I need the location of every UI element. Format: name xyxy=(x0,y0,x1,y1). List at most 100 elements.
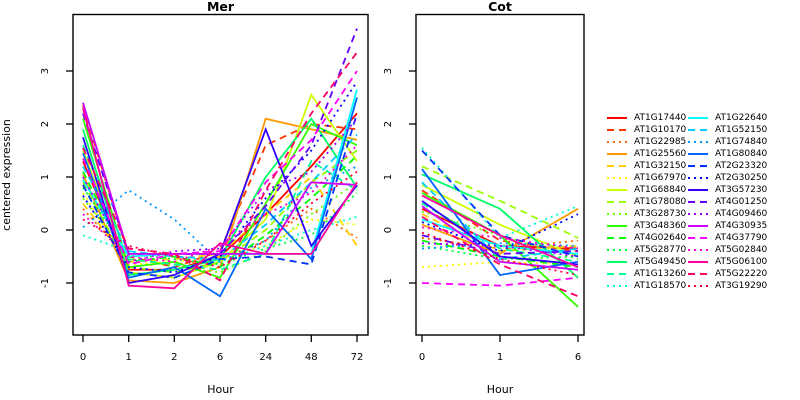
legend-item: AT1G80840 xyxy=(688,148,769,160)
legend-line-sample xyxy=(607,129,627,131)
series-line-AT1G13260 xyxy=(82,144,358,271)
legend: AT1G17440 AT1G10170 AT1G22985 AT1G25560 AT1G… xyxy=(607,112,769,292)
legend-line-sample xyxy=(607,249,627,251)
legend-label: AT1G67970 xyxy=(634,173,687,183)
legend-label: AT1G10170 xyxy=(634,125,687,135)
legend-item: AT4G02640 xyxy=(607,232,688,244)
series-line-AT5G22220 xyxy=(82,51,358,282)
x-tick-label-mer: 1 xyxy=(126,352,132,363)
series-line-AT4G02640 xyxy=(421,239,579,268)
legend-line-sample xyxy=(688,165,708,167)
legend-item: AT3G19290 xyxy=(688,280,769,292)
legend-item: AT4G37790 xyxy=(688,232,769,244)
panel-box-mer xyxy=(72,13,369,336)
y-tick-label-mer: -1 xyxy=(40,278,51,288)
legend-line-sample xyxy=(688,189,708,191)
y-tick-label-cot: 1 xyxy=(383,174,394,180)
legend-line-sample xyxy=(607,285,627,287)
legend-item: AT3G28730 xyxy=(607,208,688,220)
x-tick-label-mer: 6 xyxy=(217,352,223,363)
legend-line-sample xyxy=(688,261,708,263)
legend-label: AT1G22640 xyxy=(715,113,768,123)
legend-label: AT5G22220 xyxy=(715,269,768,279)
legend-label: AT1G13260 xyxy=(634,269,687,279)
legend-item: AT4G01250 xyxy=(688,196,769,208)
y-tick-label-cot: -1 xyxy=(383,278,394,288)
x-axis-label-mer: Hour xyxy=(207,383,234,396)
panel-box-cot xyxy=(415,13,585,336)
legend-item: AT1G25560 xyxy=(607,148,688,160)
legend-label: AT1G80840 xyxy=(715,149,768,159)
series-line-AT5G06100 xyxy=(421,194,579,268)
legend-label: AT1G68840 xyxy=(634,185,687,195)
legend-label: AT4G09460 xyxy=(715,209,768,219)
legend-label: AT4G30935 xyxy=(715,221,768,231)
legend-item: AT1G18570 xyxy=(607,280,688,292)
legend-label: AT1G22985 xyxy=(634,137,687,147)
series-line-AT3G28730 xyxy=(82,181,358,274)
legend-label: AT3G48360 xyxy=(634,221,687,231)
series-line-AT2G23320 xyxy=(421,149,579,258)
series-line-AT1G17440 xyxy=(82,112,358,271)
legend-label: AT2G23320 xyxy=(715,161,768,171)
x-axis-label-cot: Hour xyxy=(487,383,514,396)
legend-item: AT1G22985 xyxy=(607,136,688,148)
legend-item: AT1G78080 xyxy=(607,196,688,208)
series-line-AT4G01250 xyxy=(82,28,358,255)
panel-title-cot: Cot xyxy=(488,0,512,14)
legend-line-sample xyxy=(607,273,627,275)
legend-line-sample xyxy=(607,225,627,227)
y-tick-label-cot: 2 xyxy=(383,121,394,127)
legend-item: AT1G74840 xyxy=(688,136,769,148)
legend-item: AT1G17440 xyxy=(607,112,688,124)
legend-label: AT3G28730 xyxy=(634,209,687,219)
legend-line-sample xyxy=(607,237,627,239)
legend-line-sample xyxy=(688,117,708,119)
plot-generated-content: 0 1 2 6 24 48 72 -1 0 1 2 3 0 1 6 -1 0 1 2 3 xyxy=(40,13,585,363)
series-line-AT1G25560 xyxy=(421,208,579,255)
legend-line-sample xyxy=(607,153,627,155)
legend-line-sample xyxy=(607,141,627,143)
legend-label: AT3G19290 xyxy=(715,281,768,291)
y-tick-label-cot: 0 xyxy=(383,227,394,233)
x-tick-label-mer: 0 xyxy=(80,352,86,363)
series-line-AT5G02840 xyxy=(82,144,358,263)
legend-line-sample xyxy=(607,189,627,191)
legend-line-sample xyxy=(688,273,708,275)
y-tick-label-mer: 2 xyxy=(40,121,51,127)
legend-line-sample xyxy=(607,165,627,167)
series-line-AT5G22220 xyxy=(421,215,579,298)
series-line-AT4G37790 xyxy=(82,70,358,266)
x-tick-label-cot: 0 xyxy=(419,352,425,363)
series-line-AT2G30250 xyxy=(82,81,358,274)
legend-line-sample xyxy=(688,225,708,227)
series-line-AT1G74840 xyxy=(421,242,579,250)
legend-label: AT1G78080 xyxy=(634,197,687,207)
y-axis-label: centered expression xyxy=(0,119,13,231)
series-line-AT3G57230 xyxy=(421,200,579,266)
legend-column-1: AT1G17440 AT1G10170 AT1G22985 AT1G25560 AT1G… xyxy=(607,112,688,292)
legend-item: AT5G49450 xyxy=(607,256,688,268)
series-line-AT1G22640 xyxy=(82,89,358,258)
legend-label: AT5G49450 xyxy=(634,257,687,267)
series-line-AT4G09460 xyxy=(82,118,358,263)
series-line-AT4G30935 xyxy=(421,205,579,271)
legend-item: AT4G09460 xyxy=(688,208,769,220)
legend-item: AT2G30250 xyxy=(688,172,769,184)
x-tick-label-mer: 24 xyxy=(259,352,272,363)
x-tick-label-cot: 1 xyxy=(497,352,503,363)
series-line-AT3G19290 xyxy=(82,170,358,269)
y-tick-label-mer: 3 xyxy=(40,68,51,74)
series-line-AT1G18570 xyxy=(421,147,579,240)
legend-line-sample xyxy=(607,117,627,119)
legend-label: AT1G32150 xyxy=(634,161,687,171)
y-tick-label-mer: 0 xyxy=(40,227,51,233)
series-line-AT4G09460 xyxy=(421,242,579,258)
legend-item: AT5G22220 xyxy=(688,268,769,280)
legend-item: AT1G13260 xyxy=(607,268,688,280)
legend-line-sample xyxy=(607,213,627,215)
legend-item: AT5G02840 xyxy=(688,244,769,256)
legend-item: AT4G30935 xyxy=(688,220,769,232)
